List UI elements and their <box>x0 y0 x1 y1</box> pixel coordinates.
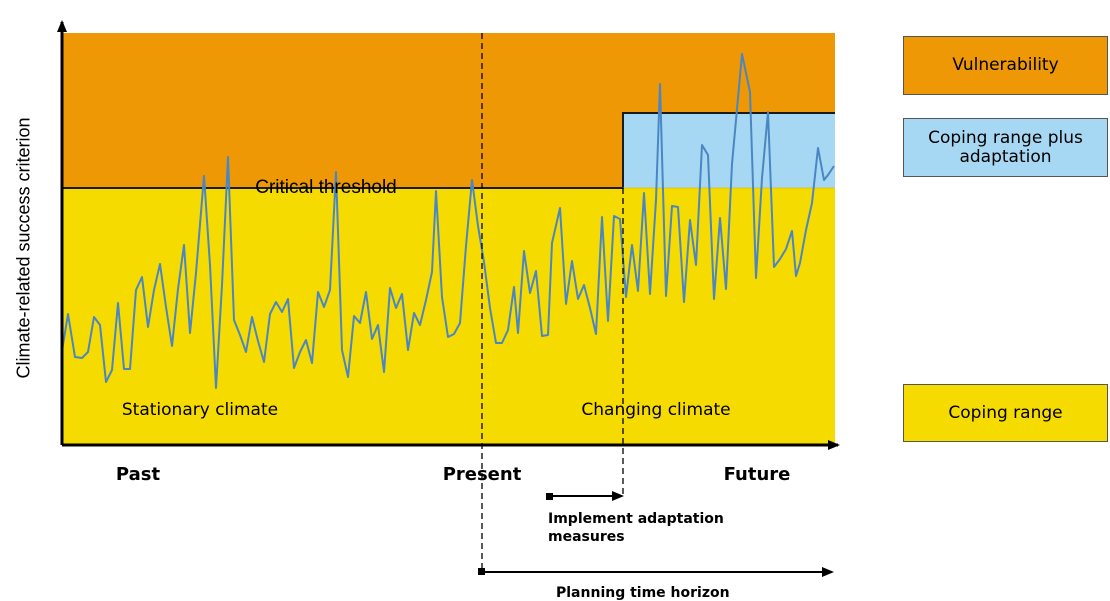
adaptation-zone <box>623 113 835 188</box>
legend-coping-plus-adaptation: Coping range plus adaptation <box>903 118 1108 177</box>
horizon-arrow-start <box>478 568 485 575</box>
critical-threshold-line <box>62 112 835 189</box>
adaptation-arrow-start <box>546 493 553 500</box>
future-label: Future <box>724 464 791 485</box>
critical-threshold-label: Critical threshold <box>255 177 397 198</box>
y-axis-label-text: Climate-related success criterion <box>13 117 34 379</box>
climate-variable-line <box>61 53 835 389</box>
stationary-climate-label: Stationary climate <box>122 400 278 420</box>
present-label: Present <box>443 464 522 485</box>
past-label: Past <box>116 464 161 485</box>
legend-coping-plus-adaptation-label: Coping range plus adaptation <box>928 127 1083 167</box>
legend-coping-range: Coping range <box>903 384 1108 442</box>
adaptation-arrow-label: Implement adaptation measures <box>548 511 729 545</box>
legend-coping-range-label: Coping range <box>948 402 1063 423</box>
legend-vulnerability: Vulnerability <box>903 36 1108 95</box>
legend-vulnerability-label: Vulnerability <box>952 55 1059 75</box>
planning-horizon-label: Planning time horizon <box>556 585 730 601</box>
changing-climate-label: Changing climate <box>581 400 730 420</box>
